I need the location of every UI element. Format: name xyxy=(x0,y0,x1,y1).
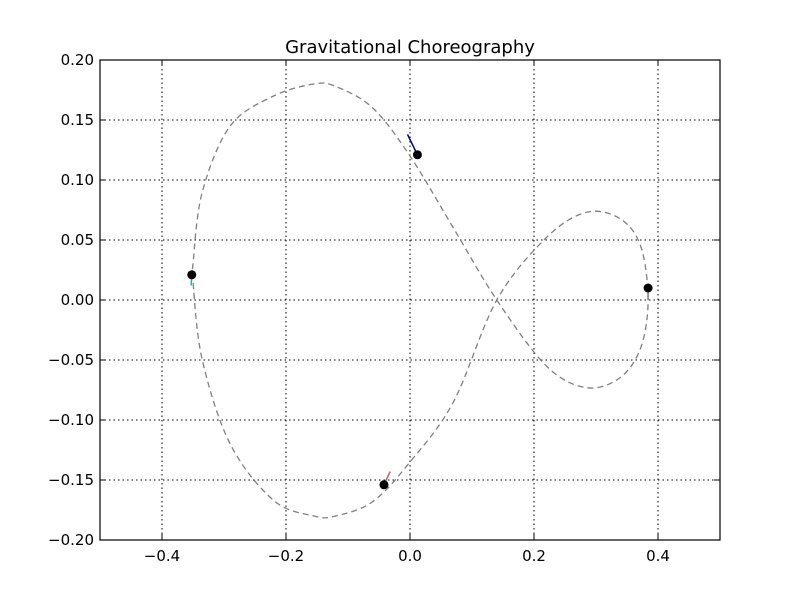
y-tick-label: 0.05 xyxy=(61,231,94,249)
y-tick-label: 0.00 xyxy=(61,291,94,309)
x-tick-label: 0.2 xyxy=(522,547,546,565)
x-tick-label: −0.2 xyxy=(268,547,304,565)
tick-marks xyxy=(100,59,720,541)
body-point xyxy=(412,150,422,160)
x-tick-label: 0.4 xyxy=(646,547,670,565)
y-tick-label: −0.10 xyxy=(48,411,94,429)
x-tick-label: 0.0 xyxy=(398,547,422,565)
bodies-layer xyxy=(187,150,653,490)
y-tick-label: −0.05 xyxy=(48,351,94,369)
x-tick-labels: −0.4 −0.2 0.0 0.2 0.4 xyxy=(144,547,670,565)
body-point xyxy=(187,270,197,280)
y-tick-labels: −0.20 −0.15 −0.10 −0.05 0.00 0.05 0.10 0.15 0.20 xyxy=(48,51,94,549)
y-tick-label: 0.10 xyxy=(61,171,94,189)
y-tick-label: −0.15 xyxy=(48,471,94,489)
body-point xyxy=(643,283,653,293)
y-tick-label: 0.20 xyxy=(61,51,94,69)
y-tick-label: −0.20 xyxy=(48,531,94,549)
x-tick-label: −0.4 xyxy=(144,547,180,565)
y-tick-label: 0.15 xyxy=(61,111,94,129)
body-point xyxy=(379,480,389,490)
trail-layer xyxy=(190,134,649,486)
grid-lines xyxy=(100,59,720,541)
chart-title: Gravitational Choreography xyxy=(285,37,535,58)
